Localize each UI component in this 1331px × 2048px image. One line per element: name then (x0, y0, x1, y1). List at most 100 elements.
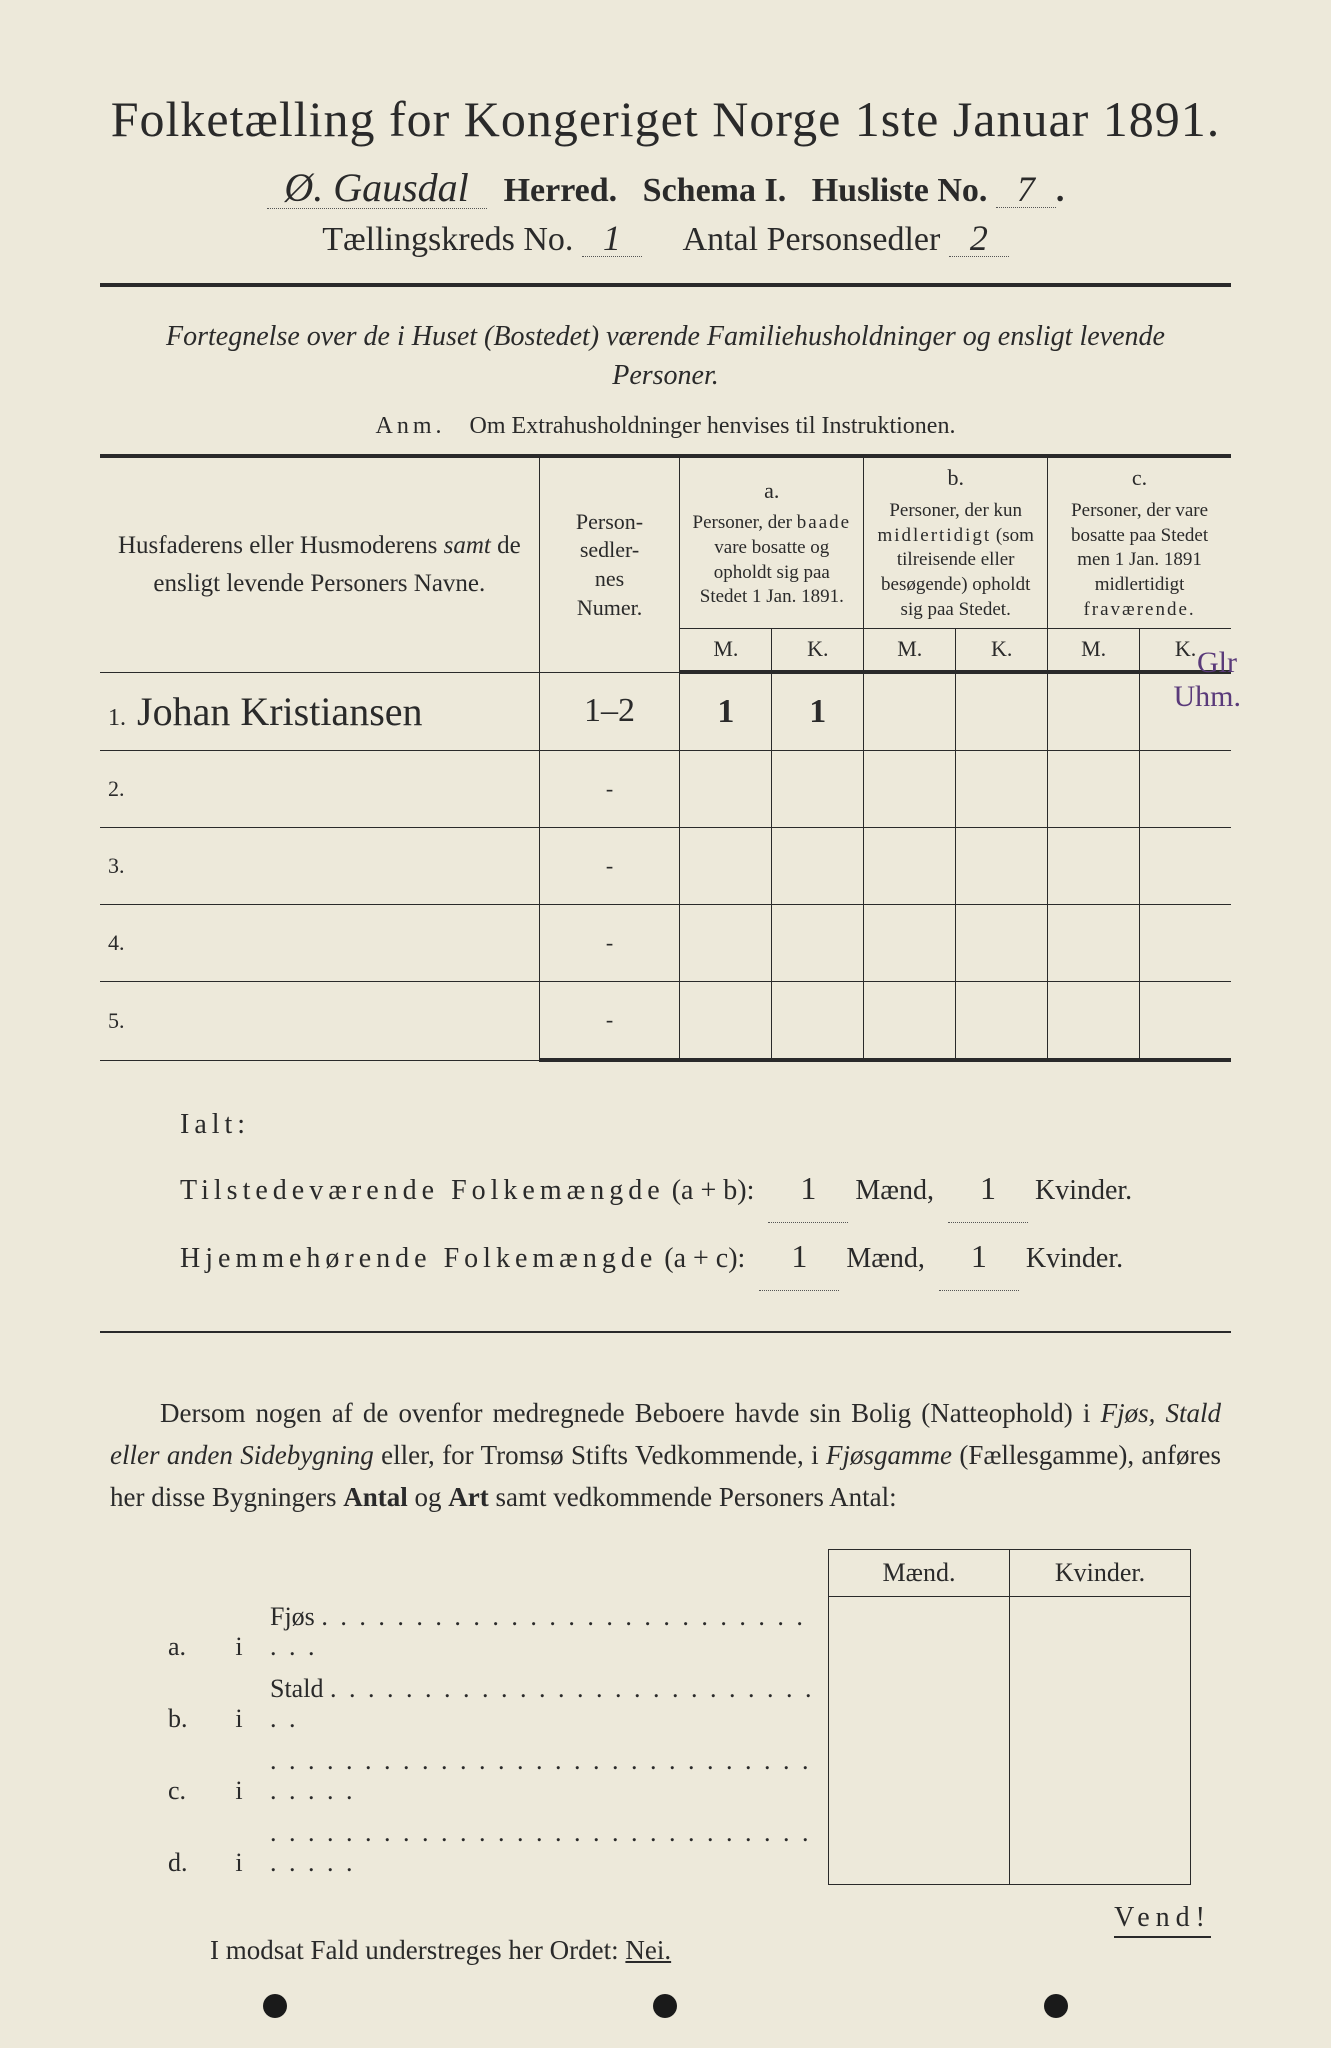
margin-note-1: Glr (1197, 646, 1237, 680)
divider (100, 1331, 1231, 1333)
lower-m-cell (829, 1812, 1010, 1884)
row-name-cell: 3. (100, 828, 539, 905)
row-number: 2. (108, 776, 125, 801)
header-line-2: Ø. Gausdal Herred. Schema I. Husliste No… (100, 168, 1231, 210)
antal-label: Antal Personsedler (683, 221, 941, 258)
page-title: Folketælling for Kongeriget Norge 1ste J… (100, 90, 1231, 148)
lower-m-cell (829, 1668, 1010, 1740)
vend-label: Vend! (1114, 1902, 1211, 1938)
col-a-header: a. Personer, der baade vare bosatte og o… (680, 456, 864, 629)
c-m: M. (1048, 629, 1140, 672)
num-cell: - (539, 828, 680, 905)
row-number: 1. (108, 705, 126, 731)
row-number: 4. (108, 930, 125, 955)
row-number: 5. (108, 1008, 125, 1033)
herred-label: Herred. (504, 172, 618, 209)
lower-m-cell (829, 1740, 1010, 1812)
row-label: Fjøs . . . . . . . . . . . . . . . . . .… (262, 1596, 829, 1668)
paragraph: Dersom nogen af de ovenfor medregnede Be… (110, 1393, 1221, 1519)
table-row: 3. - (100, 828, 1231, 905)
row-i: i (216, 1596, 262, 1668)
row-letter: a. (160, 1596, 216, 1668)
lower-row: b. i Stald . . . . . . . . . . . . . . .… (160, 1668, 1191, 1740)
b-m: M. (864, 629, 956, 672)
tilstede-label: Tilstedeværende Folkemængde (180, 1175, 665, 1206)
c-m-cell (1048, 672, 1140, 751)
totals-block: Ialt: Tilstedeværende Folkemængde (a + b… (180, 1096, 1231, 1291)
l2-k: 1 (939, 1223, 1019, 1291)
census-form-page: Folketælling for Kongeriget Norge 1ste J… (0, 0, 1331, 2048)
herred-value: Ø. Gausdal (267, 168, 487, 209)
row-i: i (216, 1668, 262, 1740)
person-name: Johan Kristiansen (137, 689, 423, 734)
row-letter: c. (160, 1740, 216, 1812)
l1-m: 1 (768, 1155, 848, 1223)
row-letter: b. (160, 1668, 216, 1740)
b-label: b. (872, 464, 1039, 493)
schema-label: Schema I. (643, 172, 787, 209)
a-m-cell: 1 (680, 672, 772, 751)
table-row: 1. Johan Kristiansen 1–2 1 1 Glr Uhm. (100, 672, 1231, 751)
lower-row: c. i . . . . . . . . . . . . . . . . . .… (160, 1740, 1191, 1812)
b-k: K. (956, 629, 1048, 672)
row-label: . . . . . . . . . . . . . . . . . . . . … (262, 1812, 829, 1884)
lower-k-cell (1010, 1740, 1191, 1812)
footer-line: I modsat Fald understreges her Ordet: Ne… (210, 1935, 1221, 1966)
lower-k-cell (1010, 1668, 1191, 1740)
anm-label: Anm. (376, 413, 446, 439)
lower-table-wrap: Mænd. Kvinder. a. i Fjøs . . . . . . . .… (160, 1549, 1191, 1885)
num-cell: - (539, 751, 680, 828)
lower-k-cell (1010, 1596, 1191, 1668)
c-label: c. (1056, 464, 1223, 493)
row-name-cell: 2. (100, 751, 539, 828)
husliste-label: Husliste No. (812, 172, 988, 209)
col-c-header: c. Personer, der vare bosatte paa Stedet… (1048, 456, 1231, 629)
divider (100, 283, 1231, 287)
anm-line: Anm. Om Extrahusholdninger henvises til … (100, 413, 1231, 440)
b-k-cell (956, 672, 1048, 751)
l1-k: 1 (948, 1155, 1028, 1223)
col-b-header: b. Personer, der kun midlertidigt (som t… (864, 456, 1048, 629)
c-k-cell: Glr Uhm. (1140, 672, 1231, 751)
row-i: i (216, 1812, 262, 1884)
binding-holes (0, 1994, 1331, 2018)
row-number: 3. (108, 853, 125, 878)
lower-table: Mænd. Kvinder. a. i Fjøs . . . . . . . .… (160, 1549, 1191, 1885)
row-i: i (216, 1740, 262, 1812)
lower-kvinder-header: Kvinder. (1010, 1549, 1191, 1596)
anm-text: Om Extrahusholdninger henvises til Instr… (470, 413, 956, 439)
hole-icon (1044, 1994, 1068, 2018)
b-m-cell (864, 672, 956, 751)
num-cell: - (539, 982, 680, 1061)
hole-icon (653, 1994, 677, 2018)
husliste-value: 7 (996, 171, 1056, 208)
col-num-header: Person-sedler-nesNumer. (539, 456, 680, 672)
l2-m: 1 (759, 1223, 839, 1291)
ialt-label: Ialt: (180, 1109, 250, 1140)
lower-row: a. i Fjøs . . . . . . . . . . . . . . . … (160, 1596, 1191, 1668)
margin-note-2: Uhm. (1174, 680, 1242, 714)
main-table: Husfaderens eller Husmoderens samt de en… (100, 454, 1231, 1062)
row-name-cell: 1. Johan Kristiansen (100, 672, 539, 751)
antal-value: 2 (949, 220, 1009, 257)
hole-icon (263, 1994, 287, 2018)
row-name-cell: 5. (100, 982, 539, 1061)
table-row: 5. - (100, 982, 1231, 1061)
subtitle: Fortegnelse over de i Huset (Bostedet) v… (160, 317, 1171, 395)
num-cell: - (539, 905, 680, 982)
a-m: M. (680, 629, 772, 672)
hjemme-label: Hjemmehørende Folkemængde (180, 1243, 657, 1274)
lower-k-cell (1010, 1812, 1191, 1884)
row-label: Stald . . . . . . . . . . . . . . . . . … (262, 1668, 829, 1740)
kreds-label: Tællingskreds No. (322, 221, 573, 258)
a-k: K. (772, 629, 864, 672)
header-line-3: Tællingskreds No. 1 Antal Personsedler 2 (100, 220, 1231, 259)
row-letter: d. (160, 1812, 216, 1884)
a-label: a. (688, 477, 855, 506)
col-name-header: Husfaderens eller Husmoderens samt de en… (100, 456, 539, 672)
lower-row: d. i . . . . . . . . . . . . . . . . . .… (160, 1812, 1191, 1884)
lower-maend-header: Mænd. (829, 1549, 1010, 1596)
num-cell: 1–2 (539, 672, 680, 751)
lower-m-cell (829, 1596, 1010, 1668)
row-name-cell: 4. (100, 905, 539, 982)
